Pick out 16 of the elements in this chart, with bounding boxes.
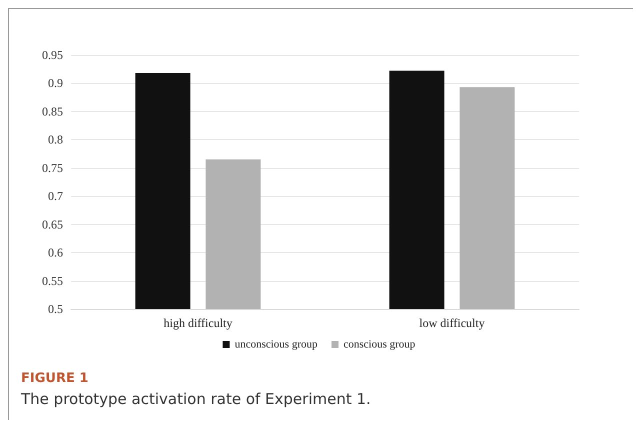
y-tick-label: 0.65 [42,217,63,232]
y-tick-label: 0.7 [48,189,63,204]
legend-label: unconscious group [234,338,318,350]
caption: FIGURE 1 [21,371,90,386]
y-tick-label: 0.55 [42,274,63,288]
text: The prototype activation rate of Experiment 1. [21,390,372,408]
y-tick-label: 0.85 [42,104,63,118]
y-tick-label: 0.75 [42,160,63,175]
legend-label: conscious group [344,338,416,350]
y-tick-label: 0.9 [48,76,63,90]
y-tick-label: 0.5 [48,302,63,316]
y-tick-label: 0.95 [42,48,63,62]
y-tick-label: 0.8 [48,132,63,147]
y-tick-label: 0.6 [48,246,63,260]
x-tick-label: low difficulty [419,316,485,330]
x-tick-label: high difficulty [164,316,232,330]
